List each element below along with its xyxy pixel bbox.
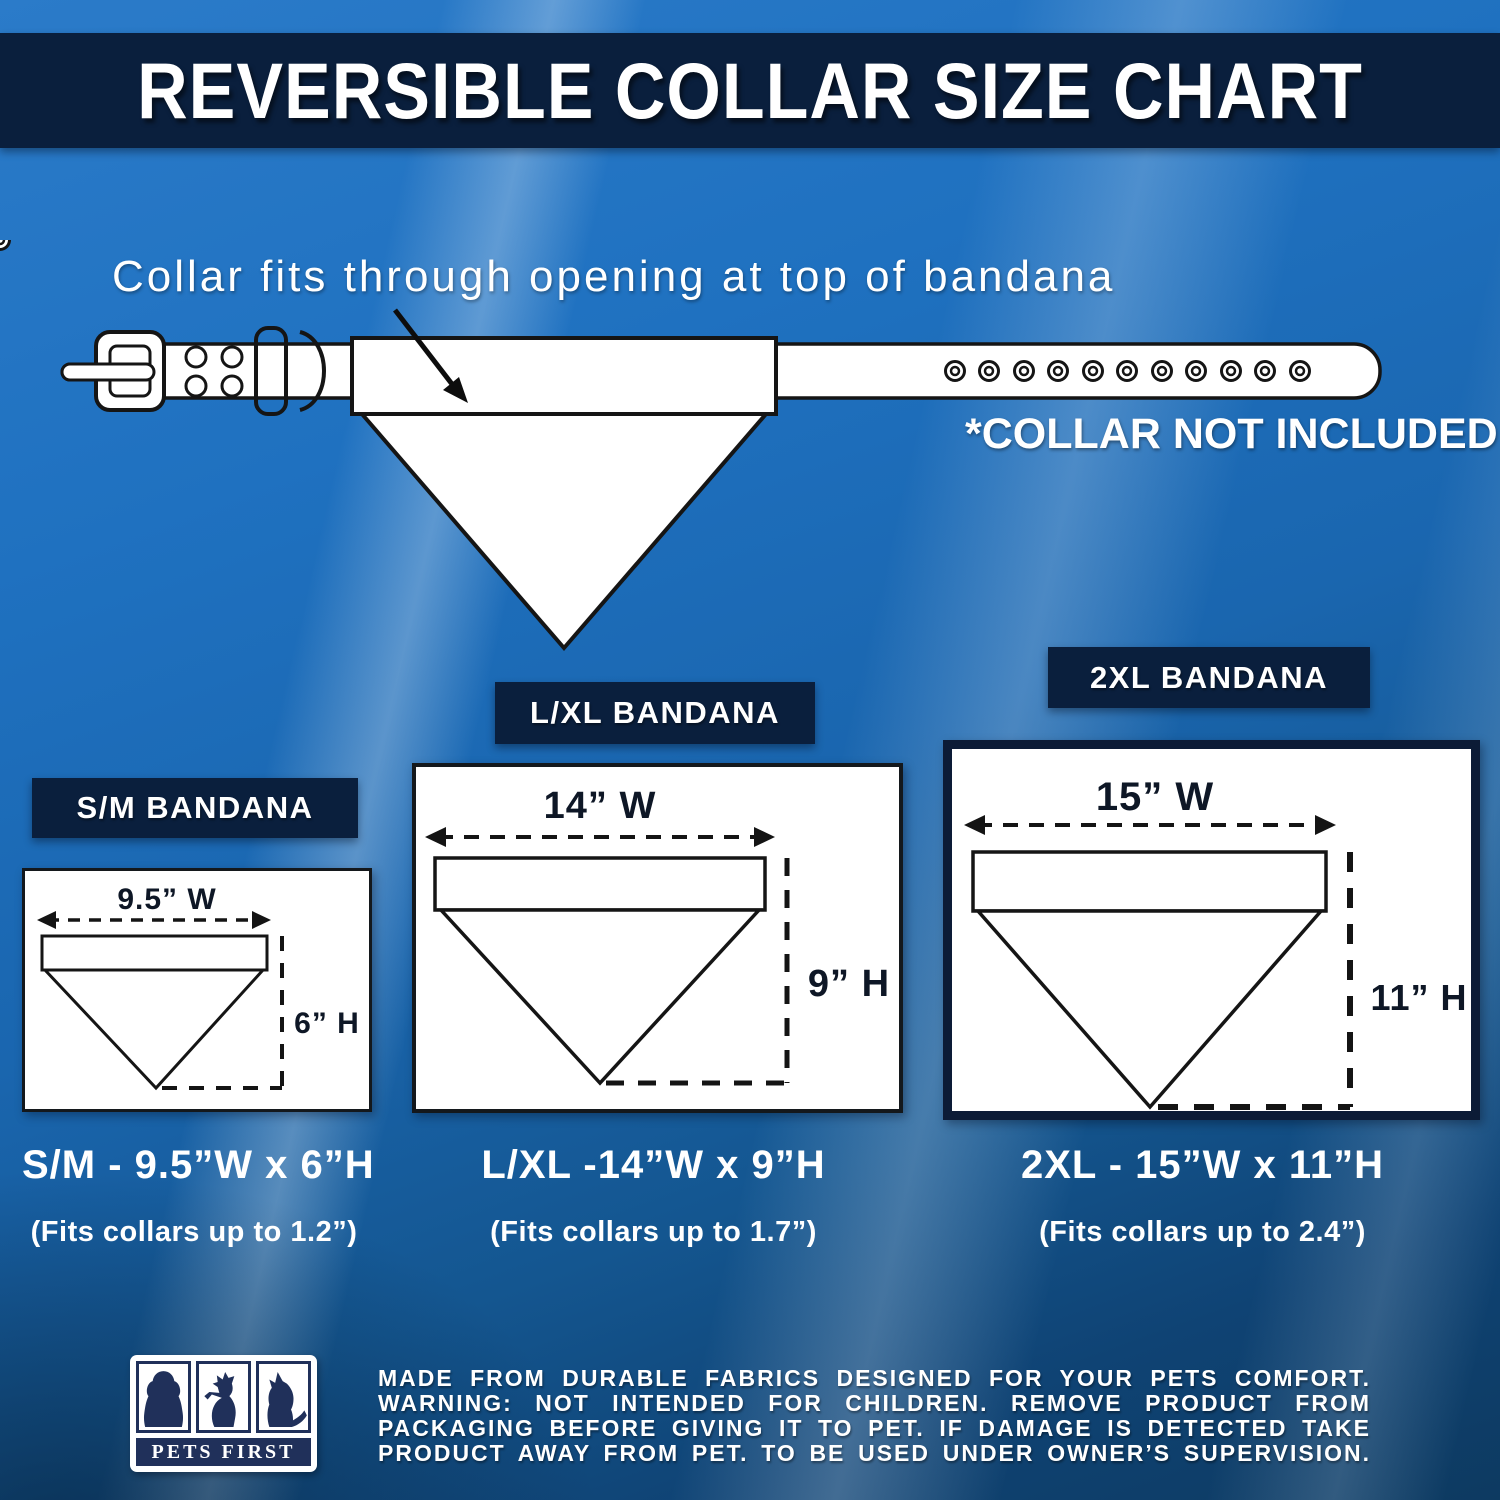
sm-fits-label: (Fits collars up to 1.2”) [30, 1216, 358, 1248]
arrowhead-right [1315, 815, 1336, 835]
arrowhead-left [964, 815, 985, 835]
header-sm-label: S/M BANDANA [76, 790, 314, 825]
bandana-triangle [357, 412, 771, 652]
size-panel-sm: 9.5” W 6” H [22, 868, 372, 1112]
arrowhead-right [252, 911, 271, 929]
sm-height-label: 6” H [294, 1007, 360, 1040]
2xl-bandana-triangle [974, 909, 1325, 1110]
lxl-bandana-triangle [437, 908, 763, 1086]
logo-brand-bar: PETS FIRST [136, 1438, 311, 1466]
disclaimer-text: MADE FROM DURABLE FABRICS DESIGNED FOR Y… [378, 1366, 1371, 1466]
disclaimer-line-3: PACKAGING BEFORE GIVING IT TO PET. IF DA… [378, 1415, 1371, 1441]
collar-bandana-diagram [0, 240, 1382, 652]
arrowhead-left [425, 827, 446, 847]
header-lxl-label: L/XL BANDANA [530, 695, 780, 730]
collar-caption: Collar fits through opening at top of ba… [112, 252, 1116, 301]
dog-begging-paw-up-icon [196, 1361, 251, 1433]
2xl-fits-label: (Fits collars up to 2.4”) [1039, 1216, 1366, 1248]
title-banner: REVERSIBLE COLLAR SIZE CHART [0, 33, 1500, 148]
d-ring [299, 330, 326, 412]
arrowhead-right [754, 827, 775, 847]
lxl-dimension-diagram [425, 827, 790, 1086]
header-lxl-bandana: L/XL BANDANA [495, 682, 815, 744]
size-panel-lxl: 14” W 9” H [412, 763, 903, 1113]
2xl-dimension-diagram [964, 815, 1353, 1110]
2xl-width-label: 15” W [1095, 775, 1215, 819]
size-panel-2xl: 15” W 11” H [943, 740, 1480, 1120]
2xl-height-label: 11” H [1370, 977, 1468, 1018]
pointer-arrow-icon [393, 308, 468, 403]
keeper-loop [254, 326, 288, 416]
sm-width-label: 9.5” W [117, 883, 217, 916]
lxl-bandana-sleeve [433, 856, 767, 912]
collar-eyelets [0, 240, 1311, 382]
header-2xl-label: 2XL BANDANA [1089, 659, 1329, 695]
header-2xl-bandana: 2XL BANDANA [1048, 647, 1370, 708]
arrowhead-left [37, 911, 56, 929]
retriever-front-sitting-icon [136, 1361, 191, 1433]
lxl-size-label: L/XL -14”W x 9”H [481, 1143, 826, 1187]
lxl-fits-label: (Fits collars up to 1.7”) [490, 1216, 817, 1248]
lxl-width-label: 14” W [543, 785, 657, 827]
collar-holes [184, 345, 244, 398]
disclaimer-line-1: MADE FROM DURABLE FABRICS DESIGNED FOR Y… [378, 1365, 1371, 1391]
sm-bandana-triangle [41, 968, 267, 1091]
2xl-size-label: 2XL - 15”W x 11”H [1020, 1143, 1385, 1187]
sm-size-label: S/M - 9.5”W x 6”H [22, 1143, 375, 1187]
sm-dimension-diagram [37, 911, 284, 1091]
header-sm-bandana: S/M BANDANA [32, 778, 358, 838]
disclaimer-line-2: WARNING: NOT INTENDED FOR CHILDREN. REMO… [378, 1390, 1371, 1416]
pets-first-logo: PETS FIRST [130, 1355, 317, 1472]
page-title: REVERSIBLE COLLAR SIZE CHART [137, 46, 1363, 135]
german-shepherd-sitting-icon [256, 1361, 311, 1433]
2xl-bandana-sleeve [971, 850, 1328, 913]
lxl-height-label: 9” H [807, 963, 891, 1005]
buckle-icon [60, 330, 166, 412]
bandana-sleeve [350, 336, 778, 416]
sm-bandana-sleeve [40, 934, 269, 972]
brand-name: PETS FIRST [151, 1440, 296, 1463]
disclaimer-line-4: PRODUCT AWAY FROM PET. TO BE USED UNDER … [378, 1440, 1371, 1466]
